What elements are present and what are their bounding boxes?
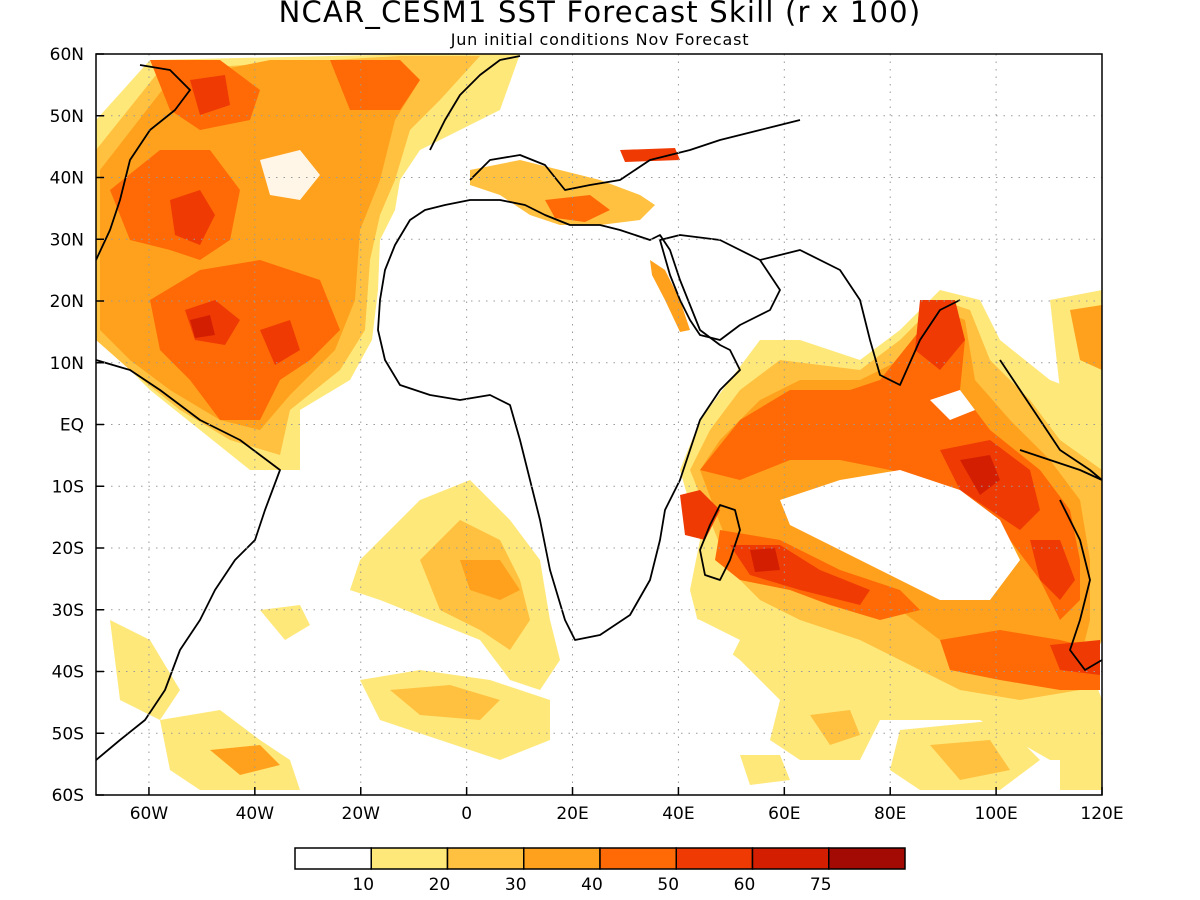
- colorbar-swatch: [599, 847, 677, 870]
- arabia-india-coastline: [659, 234, 961, 386]
- colorbar-swatch: [370, 847, 449, 870]
- lat-tick-label: 30S: [52, 601, 84, 621]
- lat-tick-label: 50N: [50, 107, 84, 127]
- southeast-asia-coastline: [999, 359, 1102, 671]
- africa-coastline: [377, 199, 741, 641]
- colorbar-swatch: [828, 847, 906, 870]
- colorbar-label: 20: [429, 875, 451, 895]
- lat-tick-label: 20N: [50, 292, 84, 312]
- south-america-coastline: [96, 359, 281, 761]
- lat-tick-label: 40N: [50, 169, 84, 189]
- colorbar-label: 40: [581, 875, 603, 895]
- coastlines: [96, 55, 1102, 761]
- colorbar-label: 60: [734, 875, 756, 895]
- south-atlantic-skill-region: [96, 440, 740, 790]
- colorbar: 10 20 30 40 50 60 75: [294, 847, 906, 895]
- map-title: NCAR_CESM1 SST Forecast Skill (r x 100): [279, 0, 922, 29]
- gridlines: [96, 54, 1102, 795]
- southern-ocean-skill-region: [740, 290, 1102, 790]
- lon-tick-label: 20E: [556, 804, 588, 824]
- lon-tick-label: 60W: [130, 804, 169, 824]
- lat-tick-label: 10S: [52, 477, 84, 497]
- colorbar-label: 75: [810, 875, 832, 895]
- lat-tick-label: 60S: [52, 786, 84, 806]
- lat-tick-label: 20S: [52, 539, 84, 559]
- red-sea-skill-region: [650, 260, 690, 332]
- map-subtitle: Jun initial conditions Nov Forecast: [450, 30, 750, 49]
- lon-tick-label: 40E: [662, 804, 694, 824]
- colorbar-swatch: [446, 847, 525, 870]
- longitude-axis: 60W 40W 20W 0 20E 40E 60E 80E 100E 120E: [130, 787, 1124, 824]
- lat-tick-label: EQ: [60, 416, 84, 436]
- north-america-coastline: [96, 64, 191, 261]
- madagascar-coastline: [699, 504, 741, 581]
- lat-tick-label: 10N: [50, 354, 84, 374]
- colorbar-swatch: [675, 847, 754, 870]
- colorbar-label: 10: [352, 875, 374, 895]
- lat-tick-label: 30N: [50, 230, 84, 250]
- latitude-axis: 60N 50N 40N 30N 20N 10N EQ 10S 20S 30S 40S 50S 60S: [50, 45, 104, 806]
- north-atlantic-skill-region: [96, 54, 520, 470]
- lat-tick-label: 40S: [52, 663, 84, 683]
- colorbar-label: 50: [657, 875, 679, 895]
- lon-tick-label: 0: [461, 804, 472, 824]
- lat-tick-label: 60N: [50, 45, 84, 65]
- lon-tick-label: 60E: [768, 804, 800, 824]
- lon-tick-label: 20W: [342, 804, 381, 824]
- lon-tick-label: 40W: [236, 804, 275, 824]
- mediterranean-skill-region: [470, 148, 680, 225]
- lat-tick-label: 50S: [52, 724, 84, 744]
- colorbar-label: 30: [505, 875, 527, 895]
- lon-tick-label: 120E: [1080, 804, 1123, 824]
- lon-tick-label: 80E: [874, 804, 906, 824]
- colorbar-swatch: [751, 847, 830, 870]
- europe-coastline: [429, 55, 801, 191]
- colorbar-swatch: [294, 847, 372, 870]
- lon-tick-label: 100E: [975, 804, 1018, 824]
- colorbar-swatch: [523, 847, 601, 870]
